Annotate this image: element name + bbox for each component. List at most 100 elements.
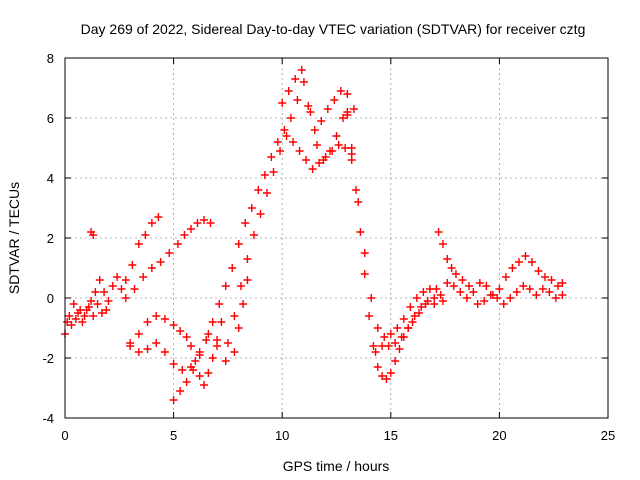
data-point [532, 291, 541, 299]
data-point [286, 114, 295, 122]
data-point [93, 300, 102, 308]
y-tick-label: 6 [47, 111, 54, 126]
data-point [384, 342, 393, 350]
data-point [143, 345, 152, 353]
data-point [365, 312, 374, 320]
data-point [551, 294, 560, 302]
data-point [386, 369, 395, 377]
data-point [512, 288, 521, 296]
data-point [349, 105, 358, 113]
data-point [280, 126, 289, 134]
data-point [147, 219, 156, 227]
data-point [108, 282, 117, 290]
data-point [554, 282, 563, 290]
data-point [178, 366, 187, 374]
data-point [176, 387, 185, 395]
data-point [332, 132, 341, 140]
x-tick-label: 5 [170, 428, 177, 443]
data-point [499, 300, 508, 308]
data-point [304, 102, 313, 110]
data-point [291, 75, 300, 83]
data-point [80, 312, 89, 320]
data-point [501, 273, 510, 281]
series-arc-15 [434, 228, 473, 290]
data-point [410, 312, 419, 320]
data-points [61, 66, 567, 404]
data-point [360, 249, 369, 257]
data-point [347, 156, 356, 164]
data-point [423, 297, 432, 305]
data-point [354, 198, 363, 206]
data-point [469, 288, 478, 296]
y-tick-label: -2 [42, 351, 54, 366]
data-point [208, 318, 217, 326]
data-point [204, 330, 213, 338]
data-point [412, 294, 421, 302]
y-tick-label: 2 [47, 231, 54, 246]
data-point [243, 255, 252, 263]
data-point [236, 282, 245, 290]
data-point [91, 288, 100, 296]
data-point [186, 342, 195, 350]
data-point [100, 288, 109, 296]
chart-title: Day 269 of 2022, Sidereal Day-to-day VTE… [81, 21, 586, 37]
data-point [269, 168, 278, 176]
series-arc-4 [121, 213, 163, 284]
data-point [169, 360, 178, 368]
data-point [249, 231, 258, 239]
data-point [193, 219, 202, 227]
data-point [65, 312, 74, 320]
series-arc-6 [126, 276, 252, 374]
data-point [438, 297, 447, 305]
data-point [514, 258, 523, 266]
data-point [243, 276, 252, 284]
data-point [464, 282, 473, 290]
data-point [317, 117, 326, 125]
data-point [195, 351, 204, 359]
data-point [121, 294, 130, 302]
series-arc-2 [63, 300, 111, 329]
data-point [408, 318, 417, 326]
data-point [382, 375, 391, 383]
data-point [215, 300, 224, 308]
data-point [373, 363, 382, 371]
data-point [273, 138, 282, 146]
data-point [486, 291, 495, 299]
data-point [360, 270, 369, 278]
data-point [139, 273, 148, 281]
data-point [147, 264, 156, 272]
data-point [121, 276, 130, 284]
data-point [395, 345, 404, 353]
data-point [260, 171, 269, 179]
series-arc-14 [430, 252, 567, 308]
data-point [328, 147, 337, 155]
data-point [278, 99, 287, 107]
data-point [308, 165, 317, 173]
data-point [134, 330, 143, 338]
data-point [230, 348, 239, 356]
data-point [378, 372, 387, 380]
data-point [527, 258, 536, 266]
data-point [117, 285, 126, 293]
data-point [417, 303, 426, 311]
data-point [404, 324, 413, 332]
data-point [228, 264, 237, 272]
data-point [343, 90, 352, 98]
data-point [217, 318, 226, 326]
data-point [293, 96, 302, 104]
data-point [143, 318, 152, 326]
data-point [458, 276, 467, 284]
data-point [234, 324, 243, 332]
data-point [356, 228, 365, 236]
data-point [493, 294, 502, 302]
data-point [373, 324, 382, 332]
x-tick-label: 20 [492, 428, 506, 443]
data-point [386, 330, 395, 338]
data-point [89, 231, 98, 239]
data-point [447, 264, 456, 272]
data-point [200, 381, 209, 389]
data-point [367, 294, 376, 302]
data-point [69, 300, 78, 308]
data-point [430, 300, 439, 308]
data-point [169, 396, 178, 404]
